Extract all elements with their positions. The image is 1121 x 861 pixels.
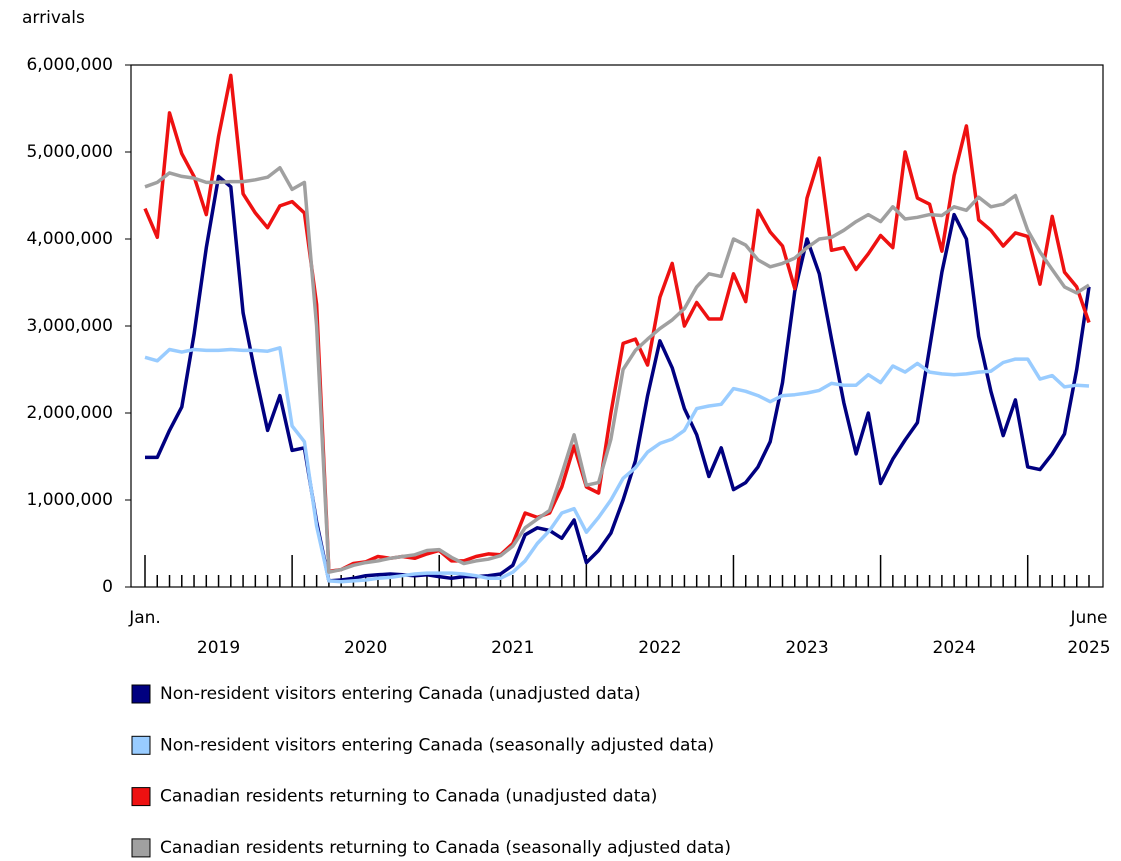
year-label: 2022 [638, 638, 681, 658]
year-label: 2024 [933, 638, 976, 658]
year-label: 2023 [785, 638, 828, 658]
y-tick-label: 3,000,000 [26, 316, 113, 336]
y-tick-label: 2,000,000 [26, 403, 113, 423]
y-tick-label: 1,000,000 [26, 490, 113, 510]
legend-swatch [131, 735, 151, 755]
legend-swatch [131, 787, 151, 807]
legend-label: Canadian residents returning to Canada (… [160, 787, 657, 807]
legend-swatch [131, 838, 151, 858]
year-label: 2020 [344, 638, 387, 658]
legend-swatch [131, 684, 151, 704]
series-line [143, 73, 1091, 574]
series-line [144, 165, 1090, 574]
series-line [145, 174, 1091, 583]
y-tick-label: 0 [102, 577, 113, 597]
legend-label: Canadian residents returning to Canada (… [160, 838, 731, 858]
y-tick-label: 4,000,000 [26, 229, 113, 249]
y-tick-label: 5,000,000 [26, 142, 113, 162]
year-label: 2019 [197, 638, 240, 658]
x-tick-label: Jan. [128, 608, 161, 628]
plot-frame [130, 64, 1104, 588]
series-line [144, 346, 1090, 584]
year-label: 2025 [1067, 638, 1110, 658]
legend-label: Non-resident visitors entering Canada (u… [160, 684, 641, 704]
y-axis-label: arrivals [22, 8, 85, 28]
year-label: 2021 [491, 638, 534, 658]
x-tick-label: June [1069, 608, 1107, 628]
legend-label: Non-resident visitors entering Canada (s… [160, 735, 714, 755]
y-tick-label: 6,000,000 [26, 55, 113, 75]
